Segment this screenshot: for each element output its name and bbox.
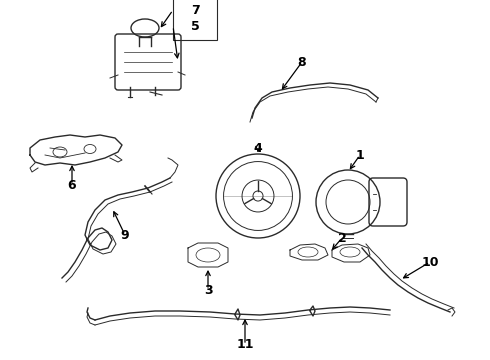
Text: 11: 11 [236, 338, 254, 351]
Text: 7: 7 [191, 4, 199, 17]
Text: 6: 6 [68, 179, 76, 192]
Text: 2: 2 [338, 231, 346, 244]
Text: 10: 10 [421, 256, 439, 269]
Text: 8: 8 [298, 55, 306, 68]
Text: 1: 1 [356, 149, 365, 162]
Text: 3: 3 [204, 284, 212, 297]
Text: 4: 4 [254, 141, 262, 154]
Text: 9: 9 [121, 229, 129, 242]
Text: 5: 5 [191, 19, 199, 32]
